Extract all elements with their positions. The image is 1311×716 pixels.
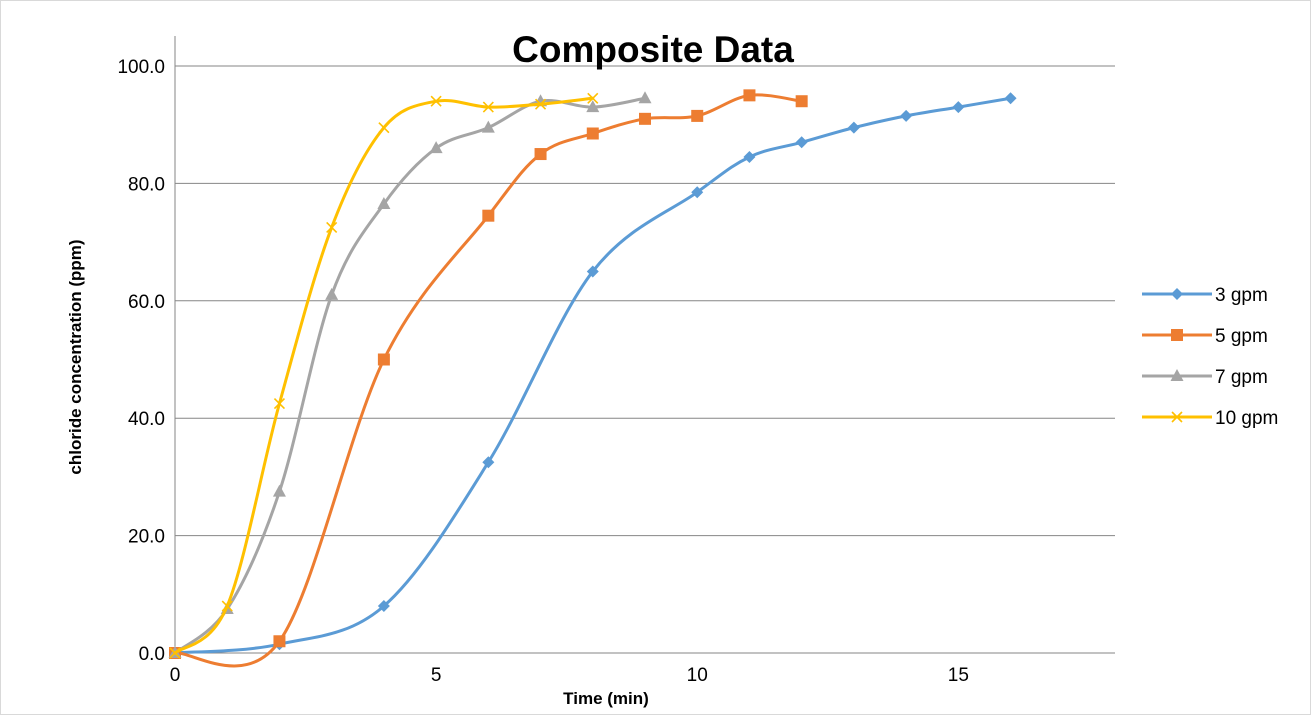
data-point-5-gpm [482, 210, 494, 222]
legend-label: 3 gpm [1215, 285, 1268, 306]
series-line-10-gpm [175, 98, 593, 653]
data-point-3-gpm [743, 151, 755, 163]
y-axis-title: chloride concentration (ppm) [66, 239, 85, 474]
x-tick-label: 15 [948, 665, 969, 686]
data-point-3-gpm [900, 110, 912, 122]
series-7-gpm [169, 91, 652, 658]
chart-title: Composite Data [512, 29, 794, 70]
data-point-7-gpm [639, 91, 652, 103]
legend-marker [1171, 329, 1183, 341]
legend-entry-5-gpm: 5 gpm [1142, 326, 1268, 347]
legend-marker [1171, 288, 1183, 300]
data-point-3-gpm [952, 101, 964, 113]
data-point-5-gpm [535, 148, 547, 160]
x-tick-label: 0 [170, 665, 181, 686]
data-point-7-gpm [325, 288, 338, 300]
data-point-3-gpm [1005, 92, 1017, 104]
data-point-5-gpm [273, 635, 285, 647]
data-point-5-gpm [378, 354, 390, 366]
data-point-3-gpm [848, 122, 860, 134]
data-point-5-gpm [587, 128, 599, 140]
legend-label: 7 gpm [1215, 367, 1268, 388]
data-point-5-gpm [691, 110, 703, 122]
legend-entry-7-gpm: 7 gpm [1142, 367, 1268, 388]
legend-entry-3-gpm: 3 gpm [1142, 285, 1268, 306]
data-point-5-gpm [639, 113, 651, 125]
data-point-5-gpm [743, 89, 755, 101]
series-line-3-gpm [175, 98, 1011, 653]
y-tick-label: 40.0 [128, 409, 165, 430]
data-point-7-gpm [273, 485, 286, 497]
y-tick-label: 20.0 [128, 527, 165, 548]
legend: 3 gpm 5 gpm 7 gpm 10 gpm [1142, 285, 1278, 429]
series-3-gpm [169, 92, 1017, 659]
legend-entry-10-gpm: 10 gpm [1142, 408, 1278, 429]
y-tick-label: 60.0 [128, 292, 165, 313]
data-point-3-gpm [796, 136, 808, 148]
series-layer [169, 89, 1017, 666]
series-line-5-gpm [175, 95, 802, 666]
series-line-7-gpm [175, 98, 645, 653]
x-tick-label: 5 [431, 665, 442, 686]
legend-label: 5 gpm [1215, 326, 1268, 347]
data-point-7-gpm [430, 141, 443, 153]
series-5-gpm [169, 89, 808, 666]
legend-label: 10 gpm [1215, 408, 1278, 429]
data-point-5-gpm [796, 95, 808, 107]
y-tick-label: 100.0 [117, 57, 165, 78]
x-axis-title: Time (min) [563, 689, 649, 708]
y-tick-label: 80.0 [128, 174, 165, 195]
axes: 0.0 20.0 40.0 60.0 80.0 100.0 0 5 10 15 [117, 36, 1115, 686]
gridlines [175, 66, 1115, 536]
x-tick-label: 10 [687, 665, 708, 686]
y-tick-label: 0.0 [139, 644, 165, 665]
data-point-10-gpm [379, 123, 389, 133]
